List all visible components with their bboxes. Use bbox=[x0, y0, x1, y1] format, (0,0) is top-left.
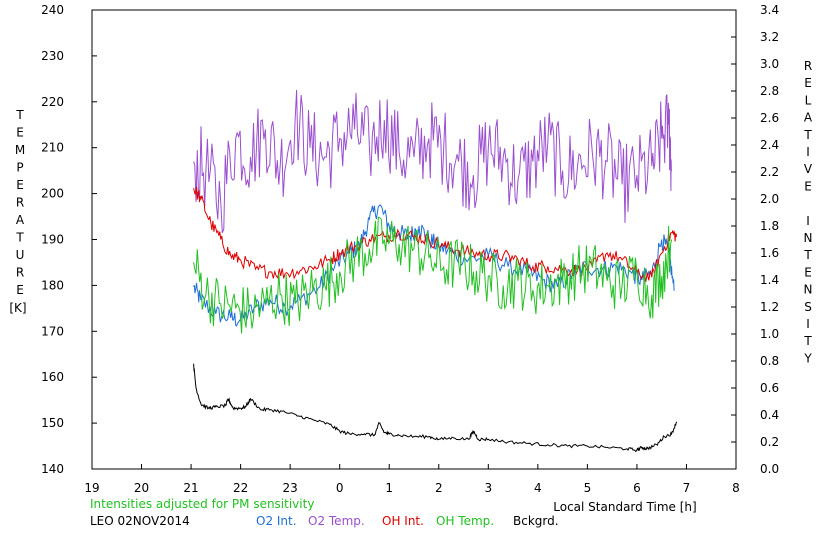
x-tick-label-3: 22 bbox=[233, 481, 248, 495]
right-title-letter-12: E bbox=[804, 265, 812, 279]
right-title-letter-9: I bbox=[806, 214, 810, 228]
x-tick-label-11: 6 bbox=[633, 481, 641, 495]
left-tick-label-200: 200 bbox=[41, 187, 64, 201]
x-tick-label-7: 2 bbox=[435, 481, 443, 495]
right-title-letter-4: T bbox=[803, 128, 812, 142]
x-tick-label-0: 19 bbox=[84, 481, 99, 495]
right-title-letter-1: E bbox=[804, 76, 812, 90]
left-tick-label-150: 150 bbox=[41, 416, 64, 430]
right-title-letter-5: I bbox=[806, 145, 810, 159]
right-title-letter-7: E bbox=[804, 179, 812, 193]
left-title-letter-10: E bbox=[16, 283, 24, 297]
x-axis: 19 20 21 22 23 0 1 2 3 4 5 6 7 8 bbox=[84, 464, 740, 495]
legend-oh-int: OH Int. bbox=[382, 514, 424, 528]
left-tick-label-220: 220 bbox=[41, 95, 64, 109]
legend-oh-temp: OH Temp. bbox=[436, 514, 495, 528]
x-tick-label-10: 5 bbox=[584, 481, 592, 495]
right-tick-label-0: 3.4 bbox=[760, 3, 779, 17]
right-tick-label-8: 1.8 bbox=[760, 219, 779, 233]
right-tick-label-10: 1.4 bbox=[760, 273, 779, 287]
left-title-letter-9: R bbox=[16, 266, 24, 280]
left-tick-label-140: 140 bbox=[41, 462, 64, 476]
right-title-letter-13: N bbox=[804, 283, 813, 297]
right-tick-label-13: 0.8 bbox=[760, 354, 779, 368]
legend-o2-temp: O2 Temp. bbox=[308, 514, 365, 528]
right-tick-label-15: 0.4 bbox=[760, 408, 779, 422]
right-title-letter-6: V bbox=[804, 162, 813, 176]
right-tick-label-17: 0.0 bbox=[760, 462, 779, 476]
right-tick-label-6: 2.2 bbox=[760, 165, 779, 179]
right-title-letter-10: N bbox=[804, 231, 813, 245]
left-axis-unit: [K] bbox=[9, 301, 26, 315]
legend-o2-int: O2 Int. bbox=[256, 514, 297, 528]
series-line-oh-temp bbox=[193, 216, 673, 334]
right-tick-label-16: 0.2 bbox=[760, 435, 779, 449]
footer-note: Intensities adjusted for PM sensitivity bbox=[90, 497, 315, 511]
left-title-letter-7: T bbox=[15, 231, 24, 245]
left-axis: 240 230 220 210 200 190 180 170 160 150 140 bbox=[41, 3, 97, 476]
left-title-letter-2: M bbox=[15, 143, 25, 157]
x-tick-label-5: 0 bbox=[336, 481, 344, 495]
right-tick-label-12: 1.0 bbox=[760, 327, 779, 341]
left-tick-label-190: 190 bbox=[41, 233, 64, 247]
left-title-letter-3: P bbox=[16, 161, 23, 175]
left-title-letter-1: E bbox=[16, 126, 24, 140]
right-tick-label-14: 0.6 bbox=[760, 381, 779, 395]
series-line-bckgrd bbox=[193, 363, 678, 453]
right-title-letter-11: T bbox=[803, 248, 812, 262]
right-tick-label-11: 1.2 bbox=[760, 300, 779, 314]
left-tick-label-170: 170 bbox=[41, 324, 64, 338]
right-title-letter-15: I bbox=[806, 317, 810, 331]
station-date: LEO 02NOV2014 bbox=[90, 514, 190, 528]
left-title-letter-8: U bbox=[16, 248, 25, 262]
series-line-o2-temp bbox=[193, 89, 673, 234]
right-title-letter-16: T bbox=[803, 334, 812, 348]
x-axis-label: Local Standard Time [h] bbox=[553, 500, 696, 514]
right-tick-label-1: 3.2 bbox=[760, 30, 779, 44]
x-tick-label-13: 8 bbox=[732, 481, 740, 495]
right-axis: 3.4 3.2 3.0 2.8 2.6 2.4 2.2 2.0 1.8 1.6 1.4 1.2 1.0 0… bbox=[731, 3, 779, 476]
x-tick-label-2: 21 bbox=[183, 481, 198, 495]
right-tick-label-5: 2.4 bbox=[760, 138, 779, 152]
left-title-letter-4: E bbox=[16, 178, 24, 192]
x-tick-label-12: 7 bbox=[683, 481, 691, 495]
left-tick-label-230: 230 bbox=[41, 49, 64, 63]
left-title-letter-5: R bbox=[16, 196, 24, 210]
right-title-letter-0: R bbox=[804, 59, 812, 73]
legend-bckgrd: Bckgrd. bbox=[513, 514, 559, 528]
right-tick-label-7: 2.0 bbox=[760, 192, 779, 206]
left-tick-label-240: 240 bbox=[41, 3, 64, 17]
x-tick-label-4: 23 bbox=[283, 481, 298, 495]
right-tick-label-9: 1.6 bbox=[760, 246, 779, 260]
series-layer bbox=[193, 89, 678, 453]
right-title-letter-17: Y bbox=[803, 351, 812, 365]
right-tick-label-3: 2.8 bbox=[760, 84, 779, 98]
left-tick-label-210: 210 bbox=[41, 141, 64, 155]
series-line-oh-int bbox=[193, 186, 678, 282]
x-tick-label-8: 3 bbox=[484, 481, 492, 495]
left-tick-label-180: 180 bbox=[41, 278, 64, 292]
left-tick-label-160: 160 bbox=[41, 370, 64, 384]
right-title-letter-3: A bbox=[804, 111, 813, 125]
right-tick-label-2: 3.0 bbox=[760, 57, 779, 71]
x-tick-label-1: 20 bbox=[134, 481, 149, 495]
x-tick-label-9: 4 bbox=[534, 481, 542, 495]
right-tick-label-4: 2.6 bbox=[760, 111, 779, 125]
x-tick-label-6: 1 bbox=[385, 481, 393, 495]
left-title-letter-6: A bbox=[16, 213, 25, 227]
right-title-letter-2: L bbox=[805, 93, 812, 107]
right-title-letter-14: S bbox=[804, 300, 812, 314]
left-title-letter-0: T bbox=[15, 108, 24, 122]
